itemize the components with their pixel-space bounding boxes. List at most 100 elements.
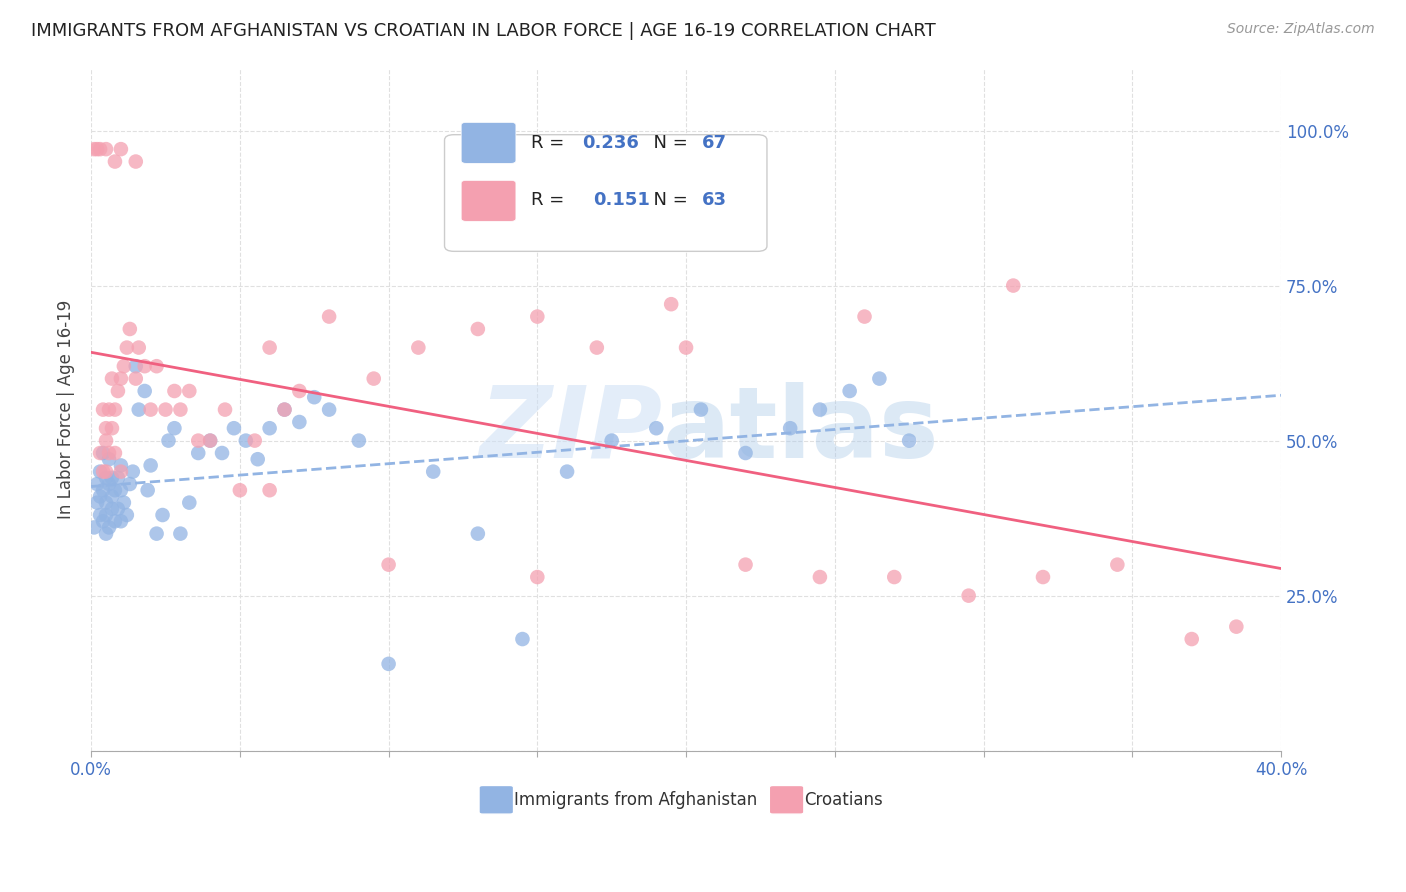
FancyBboxPatch shape: [769, 786, 804, 814]
Point: [152, 508, 174, 522]
Point: [91, 465, 114, 479]
Point: [222, 421, 245, 435]
Point: [118, 322, 141, 336]
Point: [779, 421, 801, 435]
Point: [128, 402, 150, 417]
Point: [526, 310, 548, 324]
Point: [94, 508, 117, 522]
Point: [838, 384, 860, 398]
Point: [145, 526, 167, 541]
Point: [110, 465, 132, 479]
Point: [107, 501, 129, 516]
Point: [214, 402, 236, 417]
Point: [659, 297, 682, 311]
Point: [229, 483, 252, 498]
Point: [104, 514, 127, 528]
Point: [86, 477, 108, 491]
Point: [91, 483, 114, 498]
Point: [110, 458, 132, 473]
Point: [139, 402, 162, 417]
Point: [101, 501, 124, 516]
Point: [288, 415, 311, 429]
Point: [98, 452, 121, 467]
Point: [101, 421, 124, 435]
Point: [104, 483, 127, 498]
Point: [101, 471, 124, 485]
Point: [853, 310, 876, 324]
Text: R =: R =: [531, 134, 571, 152]
Point: [1107, 558, 1129, 572]
Point: [179, 384, 201, 398]
Point: [115, 341, 138, 355]
FancyBboxPatch shape: [444, 135, 766, 252]
Point: [169, 526, 191, 541]
Point: [288, 384, 311, 398]
Point: [94, 421, 117, 435]
Point: [467, 322, 489, 336]
Point: [1002, 278, 1025, 293]
Point: [645, 421, 668, 435]
Text: N =: N =: [643, 134, 693, 152]
Text: atlas: atlas: [662, 382, 939, 479]
Point: [89, 142, 111, 156]
Point: [690, 402, 713, 417]
Point: [259, 483, 281, 498]
Point: [600, 434, 623, 448]
Text: 0.236: 0.236: [582, 134, 640, 152]
Point: [91, 514, 114, 528]
Point: [157, 434, 180, 448]
Point: [808, 570, 831, 584]
Point: [363, 371, 385, 385]
Text: IMMIGRANTS FROM AFGHANISTAN VS CROATIAN IN LABOR FORCE | AGE 16-19 CORRELATION C: IMMIGRANTS FROM AFGHANISTAN VS CROATIAN …: [31, 22, 935, 40]
Point: [101, 371, 124, 385]
Point: [555, 465, 578, 479]
Point: [94, 142, 117, 156]
Text: ZIP: ZIP: [479, 382, 662, 479]
Point: [1225, 620, 1247, 634]
Point: [110, 483, 132, 498]
Point: [377, 657, 399, 671]
Text: 0.151: 0.151: [593, 191, 650, 210]
Point: [898, 434, 921, 448]
Point: [408, 341, 430, 355]
Point: [211, 446, 233, 460]
Point: [89, 446, 111, 460]
Point: [89, 490, 111, 504]
Point: [1032, 570, 1054, 584]
Point: [91, 402, 114, 417]
Point: [273, 402, 295, 417]
Point: [125, 154, 148, 169]
Point: [89, 465, 111, 479]
Point: [107, 471, 129, 485]
Point: [134, 384, 156, 398]
Point: [94, 465, 117, 479]
Point: [125, 359, 148, 374]
Point: [104, 446, 127, 460]
Point: [273, 402, 295, 417]
Point: [94, 434, 117, 448]
Point: [107, 384, 129, 398]
Point: [83, 142, 105, 156]
Point: [179, 495, 201, 509]
Point: [302, 390, 325, 404]
Point: [163, 384, 186, 398]
Point: [512, 632, 534, 646]
Text: 63: 63: [702, 191, 727, 210]
Point: [104, 402, 127, 417]
Point: [121, 465, 143, 479]
Point: [585, 341, 607, 355]
FancyBboxPatch shape: [461, 122, 516, 163]
Point: [318, 402, 340, 417]
Point: [91, 446, 114, 460]
Point: [94, 526, 117, 541]
Point: [259, 421, 281, 435]
Point: [83, 520, 105, 534]
Point: [318, 310, 340, 324]
Point: [163, 421, 186, 435]
Point: [86, 142, 108, 156]
Point: [115, 508, 138, 522]
Point: [155, 402, 177, 417]
Point: [347, 434, 370, 448]
Point: [101, 490, 124, 504]
Point: [110, 514, 132, 528]
